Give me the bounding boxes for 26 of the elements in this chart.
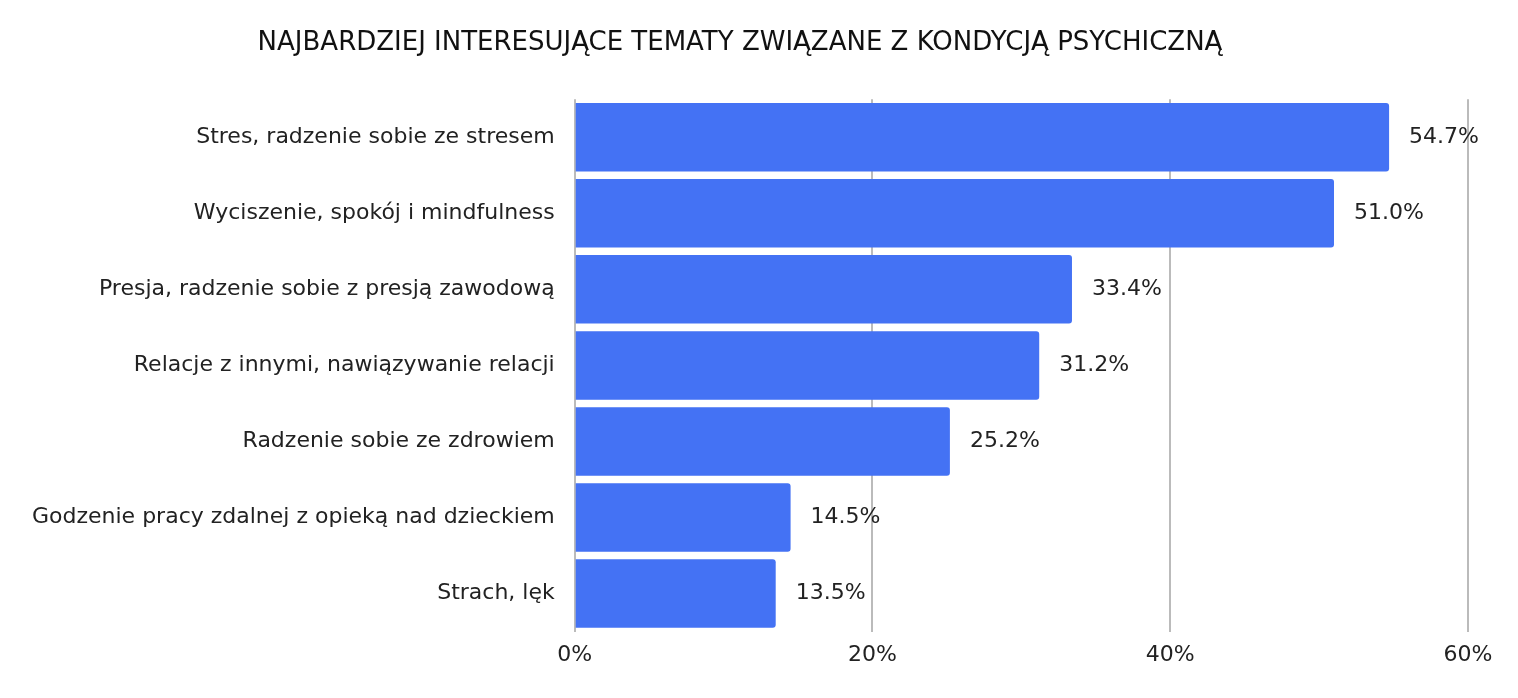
bar (575, 407, 950, 476)
bar (575, 103, 1390, 172)
x-tick-label: 0% (557, 640, 593, 666)
data-label: 33.4% (1091, 275, 1162, 301)
data-label: 14.5% (810, 503, 881, 529)
y-tick-label: Wyciszenie, spokój i mindfulness (193, 199, 555, 224)
y-tick-label: Stres, radzenie sobie ze stresem (196, 122, 555, 148)
y-tick-label: Relacje z innymi, nawiązywanie relacji (133, 351, 555, 377)
data-label: 25.2% (969, 427, 1040, 453)
data-label: 13.5% (795, 579, 866, 605)
x-tick-label: 20% (848, 640, 897, 666)
data-label: 51.0% (1354, 199, 1424, 224)
data-label: 54.7% (1409, 122, 1479, 148)
chart-title: NAJBARDZIEJ INTERESUJĄCE TEMATY ZWIĄZANE Z KONDYCJĄ PSYCHICZNĄ (257, 26, 1224, 57)
y-tick-label: Godzenie pracy zdalnej z opieką nad dzieckiem (32, 503, 555, 529)
x-tick-label: 60% (1443, 640, 1493, 666)
bar (575, 255, 1072, 324)
bar (575, 559, 776, 628)
y-tick-label: Strach, lęk (437, 579, 555, 605)
bar (575, 179, 1335, 248)
x-tick-label: 40% (1145, 640, 1195, 666)
bar (575, 483, 791, 552)
y-tick-label: Radzenie sobie ze zdrowiem (242, 427, 555, 453)
bar (575, 331, 1040, 400)
y-tick-label: Presja, radzenie sobie z presją zawodową (98, 275, 555, 301)
data-label: 31.2% (1059, 351, 1130, 377)
